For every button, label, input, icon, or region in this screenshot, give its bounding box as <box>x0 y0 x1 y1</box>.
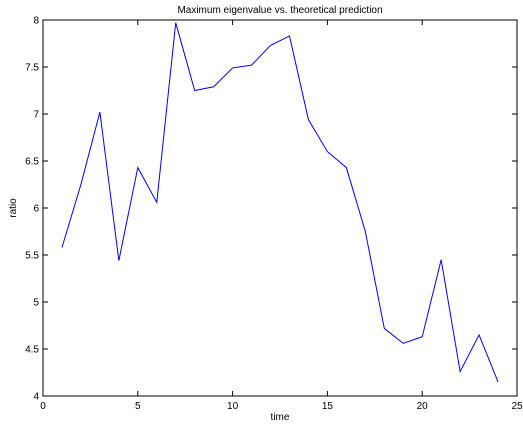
y-tick-label: 5 <box>33 298 39 309</box>
y-tick-label: 4.5 <box>25 345 39 356</box>
y-tick-label: 8 <box>33 16 39 27</box>
y-tick-label: 4 <box>33 392 39 403</box>
x-tick-label: 25 <box>511 401 523 412</box>
y-tick-label: 5.5 <box>25 251 39 262</box>
y-axis-label: ratio <box>8 198 19 218</box>
x-axis-ticks: 0 5 10 15 20 25 <box>40 20 523 412</box>
x-axis-label: time <box>271 412 290 423</box>
x-tick-label: 20 <box>417 401 429 412</box>
x-tick-label: 15 <box>322 401 334 412</box>
plot-area <box>42 19 518 397</box>
y-tick-label: 6.5 <box>25 157 39 168</box>
x-tick-label: 0 <box>40 401 46 412</box>
x-tick-label: 5 <box>135 401 141 412</box>
y-tick-label: 7 <box>33 110 39 121</box>
series-line <box>61 22 499 383</box>
y-tick-label: 6 <box>33 204 39 215</box>
y-axis-ticks: 4 4.5 5 5.5 6 6.5 7 7.5 8 <box>25 16 517 403</box>
x-tick-label: 10 <box>227 401 239 412</box>
y-tick-label: 7.5 <box>25 63 39 74</box>
series-layer <box>61 22 499 383</box>
chart-title: Maximum eigenvalue vs. theoretical predi… <box>177 5 382 16</box>
